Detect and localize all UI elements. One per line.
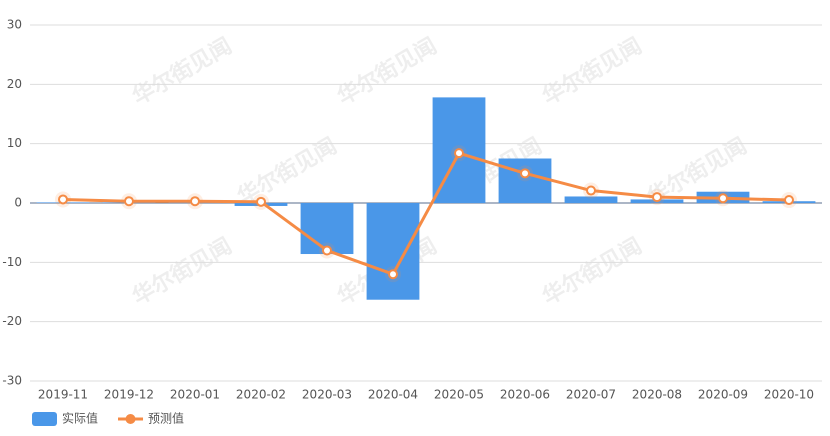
point (190, 196, 200, 207)
x-tick-label: 2020-04 (368, 388, 418, 402)
legend-swatch (125, 414, 136, 424)
x-tick-label: 2020-07 (566, 388, 616, 402)
bar (564, 196, 618, 203)
y-tick-label: -30 (2, 374, 22, 388)
point (520, 168, 530, 179)
point (718, 193, 728, 204)
point (124, 196, 134, 207)
y-tick-label: 20 (7, 77, 22, 91)
bar (498, 158, 552, 203)
line (62, 151, 790, 277)
y-tick-label: 30 (7, 18, 22, 32)
y-tick-label: 10 (7, 136, 22, 150)
x-tick-label: 2020-03 (302, 388, 352, 402)
x-tick-label: 2020-09 (698, 388, 748, 402)
y-tick-label: 0 (14, 196, 22, 210)
watermark: 华尔街见闻 (233, 133, 341, 211)
watermark: 华尔街见闻 (538, 33, 646, 111)
legend-item: 预测值 (118, 411, 184, 426)
point (454, 148, 464, 159)
point (58, 194, 68, 205)
y-tick-label: -20 (2, 314, 22, 328)
point (652, 192, 662, 203)
x-tick-label: 2019-11 (38, 388, 88, 402)
point (784, 195, 794, 206)
x-tick-label: 2020-10 (764, 388, 814, 402)
watermark: 华尔街见闻 (333, 33, 441, 111)
x-tick-label: 2020-08 (632, 388, 682, 402)
legend-label: 预测值 (148, 411, 184, 426)
legend-swatch (32, 412, 57, 426)
point (586, 185, 596, 196)
bar (366, 203, 420, 300)
watermark: 华尔街见闻 (128, 233, 236, 311)
legend-item: 实际值 (32, 411, 98, 426)
watermark: 华尔街见闻 (538, 233, 646, 311)
x-tick-label: 2020-02 (236, 388, 286, 402)
x-tick-label: 2020-05 (434, 388, 484, 402)
point (256, 196, 266, 207)
point (322, 245, 332, 256)
point (388, 269, 398, 280)
x-tick-label: 2020-01 (170, 388, 220, 402)
watermark: 华尔街见闻 (128, 33, 236, 111)
y-tick-label: -10 (2, 255, 22, 269)
x-tick-label: 2019-12 (104, 388, 154, 402)
legend-label: 实际值 (62, 411, 98, 426)
x-tick-label: 2020-06 (500, 388, 550, 402)
